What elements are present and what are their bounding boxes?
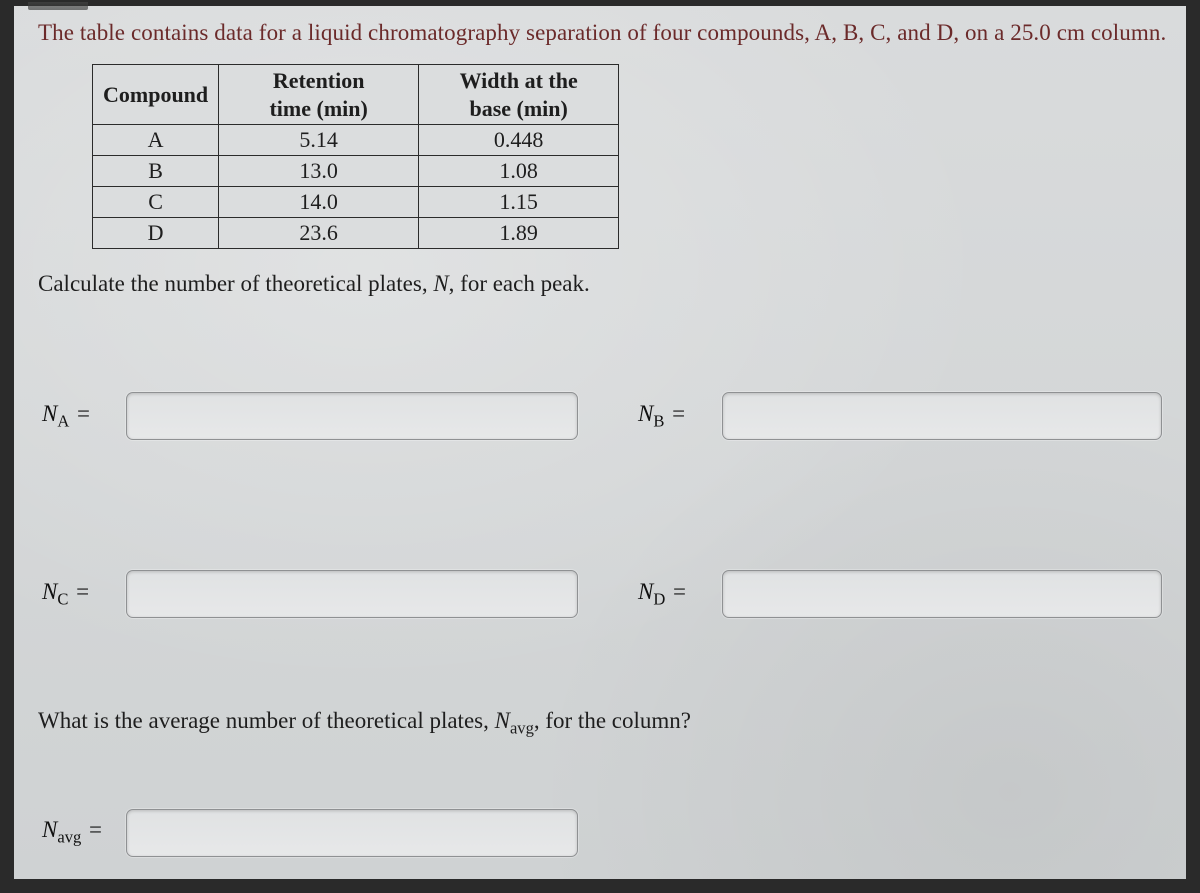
label-na: NA = [42, 401, 104, 432]
col-header-compound: Compound [93, 65, 219, 125]
label-nd: ND = [638, 579, 700, 610]
toolbar-fragment [28, 2, 88, 10]
label-nc-sub: C [57, 589, 68, 608]
label-eq: = [81, 817, 104, 842]
label-eq: = [664, 401, 687, 426]
cell-compound: A [93, 125, 219, 156]
label-navg: Navg = [42, 817, 104, 848]
label-eq: = [69, 401, 92, 426]
cell-compound: B [93, 156, 219, 187]
table-row: B 13.0 1.08 [93, 156, 619, 187]
label-eq: = [665, 579, 688, 604]
prompt-avg-sub: avg [510, 719, 534, 738]
label-navg-sub: avg [57, 828, 81, 847]
col-header-retention: Retention time (min) [219, 65, 419, 125]
cell-compound: C [93, 187, 219, 218]
pair-na: NA = [42, 392, 578, 440]
prompt-avg-post: for the column? [540, 708, 691, 733]
prompt-plates-pre: Calculate the number of theoretical plat… [38, 271, 433, 296]
col-header-width: Width at the base (min) [419, 65, 619, 125]
label-nd-sub: D [653, 589, 665, 608]
intro-text: The table contains data for a liquid chr… [38, 20, 1168, 46]
table-row: A 5.14 0.448 [93, 125, 619, 156]
label-eq: = [68, 579, 91, 604]
cell-wb: 1.08 [419, 156, 619, 187]
prompt-plates-post: , for each peak. [449, 271, 590, 296]
content-frame: The table contains data for a liquid chr… [0, 0, 1200, 893]
data-table: Compound Retention time (min) Width at t… [92, 64, 619, 249]
pair-nb: NB = [638, 392, 1162, 440]
prompt-avg-var: N [495, 708, 510, 733]
cell-rt: 13.0 [219, 156, 419, 187]
cell-wb: 0.448 [419, 125, 619, 156]
input-nb[interactable] [722, 392, 1162, 440]
header-wb-line2: base (min) [469, 96, 567, 121]
header-compound-text: Compound [103, 82, 208, 107]
input-nd[interactable] [722, 570, 1162, 618]
label-nc: NC = [42, 579, 104, 610]
header-rt-line2: time (min) [269, 96, 367, 121]
cell-rt: 23.6 [219, 218, 419, 249]
answers-grid: NA = NB = NC = ND = [42, 392, 1168, 618]
table-header-row: Compound Retention time (min) Width at t… [93, 65, 619, 125]
header-rt-line1: Retention [273, 68, 365, 93]
cell-rt: 5.14 [219, 125, 419, 156]
input-na[interactable] [126, 392, 578, 440]
input-navg[interactable] [126, 809, 578, 857]
cell-wb: 1.89 [419, 218, 619, 249]
label-na-sub: A [57, 411, 69, 430]
pair-nc: NC = [42, 570, 578, 618]
answers-row-2: NC = ND = [42, 570, 1168, 618]
pair-navg: Navg = [42, 809, 1168, 857]
answers-row-1: NA = NB = [42, 392, 1168, 440]
label-nb: NB = [638, 401, 700, 432]
cell-compound: D [93, 218, 219, 249]
table-row: D 23.6 1.89 [93, 218, 619, 249]
prompt-plates-var: N [433, 271, 448, 296]
input-nc[interactable] [126, 570, 578, 618]
header-wb-line1: Width at the [460, 68, 578, 93]
pair-nd: ND = [638, 570, 1162, 618]
prompt-avg-pre: What is the average number of theoretica… [38, 708, 495, 733]
cell-rt: 14.0 [219, 187, 419, 218]
cell-wb: 1.15 [419, 187, 619, 218]
prompt-avg: What is the average number of theoretica… [38, 708, 1168, 739]
prompt-plates: Calculate the number of theoretical plat… [38, 271, 1168, 297]
label-nb-sub: B [653, 411, 664, 430]
table-row: C 14.0 1.15 [93, 187, 619, 218]
